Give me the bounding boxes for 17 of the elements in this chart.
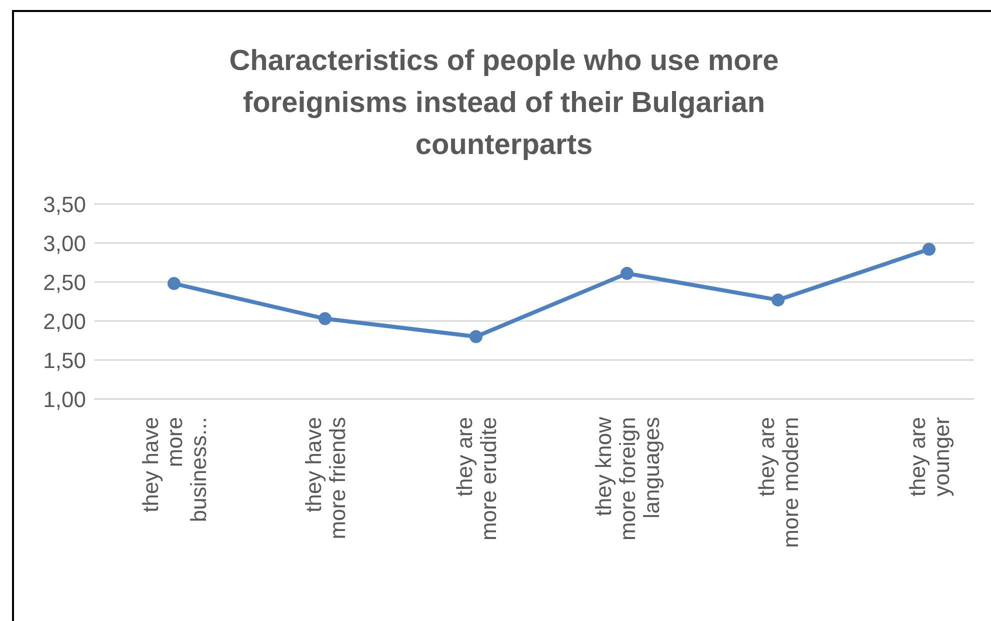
y-tick-label: 2,50 [43, 270, 86, 295]
point [470, 330, 482, 344]
x-tick-label: they are younger [905, 417, 954, 497]
x-tick-label: they have more business... [138, 417, 211, 522]
x-tick-label: they know more foreign languages [591, 416, 664, 541]
x-tick-label: they are more erudite [452, 417, 501, 541]
point [772, 293, 784, 306]
y-tick-label: 1,00 [43, 386, 86, 412]
y-tick-label: 3,00 [43, 230, 86, 256]
y-tick-label: 2,00 [43, 308, 86, 334]
y-tick-label: 1,50 [43, 348, 86, 373]
point [318, 312, 332, 326]
point [922, 242, 936, 256]
y-tick-label: 3,50 [43, 192, 86, 217]
point [620, 266, 634, 280]
point [168, 277, 180, 290]
chart-title: Characteristics of people who use more foreignisms instead of their Bulgarian counterparts [228, 44, 780, 163]
